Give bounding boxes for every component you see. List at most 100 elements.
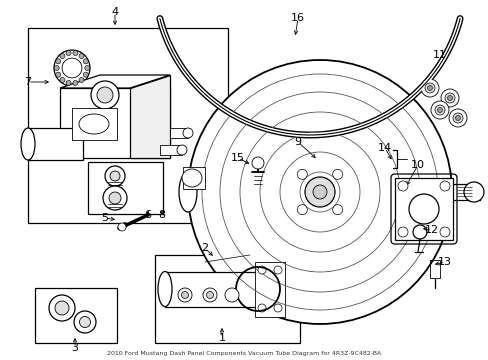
Circle shape	[55, 301, 69, 315]
Circle shape	[91, 81, 119, 109]
Circle shape	[452, 113, 462, 123]
Circle shape	[56, 59, 61, 64]
Text: 8: 8	[158, 210, 165, 220]
Bar	[28, 128, 83, 160]
Circle shape	[297, 205, 306, 215]
Bar	[164, 272, 260, 307]
Circle shape	[444, 93, 454, 103]
Circle shape	[332, 205, 342, 215]
Circle shape	[312, 185, 326, 199]
Circle shape	[60, 54, 65, 59]
Text: 5: 5	[102, 213, 108, 223]
Ellipse shape	[21, 128, 35, 160]
Circle shape	[97, 87, 113, 103]
Circle shape	[79, 54, 84, 59]
Circle shape	[448, 109, 466, 127]
Circle shape	[118, 223, 126, 231]
Circle shape	[74, 311, 96, 333]
Circle shape	[84, 66, 90, 71]
Text: 11: 11	[432, 50, 446, 60]
Circle shape	[332, 169, 342, 179]
Circle shape	[203, 288, 217, 302]
Circle shape	[258, 266, 265, 274]
Circle shape	[297, 169, 306, 179]
Bar	[170, 128, 187, 138]
Circle shape	[56, 72, 61, 77]
Bar	[88, 162, 163, 214]
Ellipse shape	[182, 169, 202, 187]
Circle shape	[105, 166, 125, 186]
Circle shape	[181, 292, 188, 298]
Text: 10: 10	[410, 160, 424, 170]
Polygon shape	[60, 75, 170, 88]
Circle shape	[424, 83, 434, 93]
Bar	[160, 145, 182, 155]
Circle shape	[251, 157, 264, 169]
Ellipse shape	[183, 128, 193, 138]
Circle shape	[60, 77, 65, 82]
Text: 4: 4	[111, 7, 118, 17]
Circle shape	[187, 60, 451, 324]
Bar	[72, 108, 117, 140]
Text: 9: 9	[294, 137, 301, 147]
Ellipse shape	[158, 271, 172, 306]
Circle shape	[178, 288, 192, 302]
Bar	[254, 262, 285, 317]
Circle shape	[434, 105, 444, 115]
Circle shape	[397, 227, 407, 237]
Circle shape	[273, 266, 282, 274]
Bar	[35, 288, 117, 343]
Circle shape	[420, 79, 438, 97]
Circle shape	[447, 95, 451, 100]
Circle shape	[305, 177, 334, 207]
Text: 6: 6	[144, 210, 151, 220]
Circle shape	[439, 181, 449, 191]
Circle shape	[206, 292, 213, 298]
Bar	[155, 255, 299, 343]
Circle shape	[80, 316, 90, 328]
Ellipse shape	[79, 114, 109, 134]
Circle shape	[437, 108, 442, 112]
Text: 15: 15	[230, 153, 244, 163]
Polygon shape	[130, 75, 170, 158]
Circle shape	[49, 295, 75, 321]
Circle shape	[66, 51, 71, 55]
Circle shape	[73, 51, 78, 55]
Bar	[451, 184, 479, 200]
Circle shape	[440, 89, 458, 107]
Text: 16: 16	[290, 13, 305, 23]
Circle shape	[258, 304, 265, 312]
Circle shape	[430, 101, 448, 119]
Circle shape	[110, 171, 120, 181]
Ellipse shape	[179, 172, 197, 212]
Text: 12: 12	[424, 225, 438, 235]
Circle shape	[427, 85, 431, 90]
Circle shape	[103, 186, 127, 210]
Circle shape	[66, 80, 71, 85]
Circle shape	[73, 80, 78, 85]
Circle shape	[463, 182, 483, 202]
Circle shape	[454, 116, 460, 121]
Circle shape	[224, 288, 239, 302]
Text: 1: 1	[218, 333, 225, 343]
Circle shape	[109, 192, 121, 204]
Text: 14: 14	[377, 143, 391, 153]
Circle shape	[83, 72, 88, 77]
Ellipse shape	[177, 145, 186, 155]
Circle shape	[54, 50, 90, 86]
Bar	[394, 178, 452, 240]
Circle shape	[79, 77, 84, 82]
Circle shape	[273, 304, 282, 312]
Bar	[183, 167, 204, 189]
Circle shape	[54, 66, 59, 71]
Circle shape	[62, 58, 81, 78]
Bar	[28, 28, 227, 223]
Text: 13: 13	[437, 257, 451, 267]
Circle shape	[439, 227, 449, 237]
Bar	[60, 88, 170, 158]
Text: 7: 7	[24, 77, 32, 87]
Text: 3: 3	[71, 343, 79, 353]
Circle shape	[412, 225, 426, 239]
Text: 2010 Ford Mustang Dash Panel Components Vacuum Tube Diagram for 4R3Z-9C482-BA: 2010 Ford Mustang Dash Panel Components …	[107, 351, 381, 356]
Text: 2: 2	[201, 243, 208, 253]
